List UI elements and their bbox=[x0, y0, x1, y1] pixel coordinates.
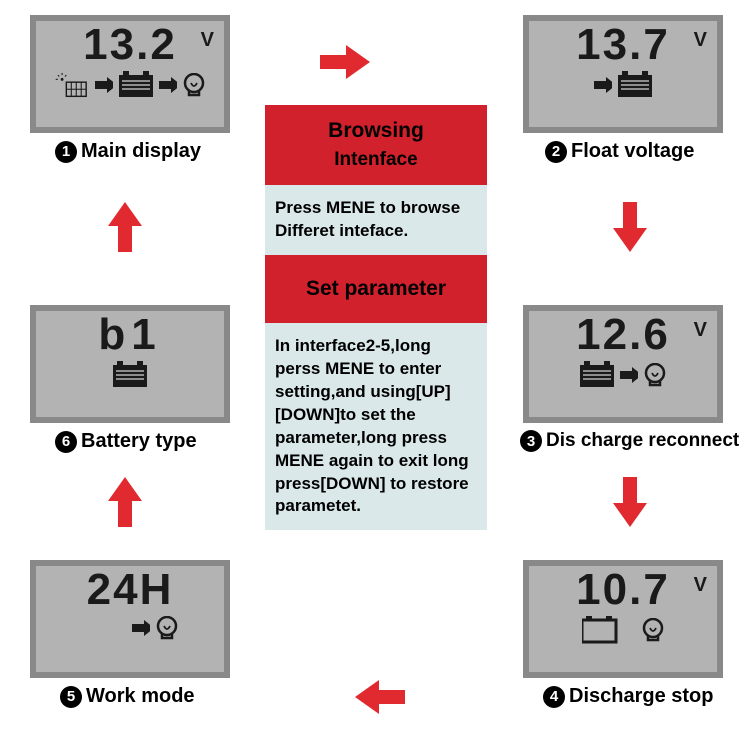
lcd-unit: V bbox=[694, 319, 707, 342]
bulb-icon bbox=[642, 618, 664, 642]
info-column: Browsing Intenface Press MENE to browse … bbox=[265, 105, 487, 530]
arrow-icon bbox=[159, 77, 177, 93]
arrow-icon bbox=[132, 620, 150, 636]
lcd-value: 10.7 bbox=[576, 568, 670, 612]
caption-text: Float voltage bbox=[571, 140, 694, 163]
bulb-icon bbox=[156, 616, 178, 640]
bulb-icon bbox=[644, 363, 666, 387]
num-badge: 5 bbox=[60, 686, 82, 708]
panel-work-mode: 24H bbox=[30, 560, 230, 678]
browsing-box: Browsing Intenface bbox=[265, 105, 487, 185]
flow-arrow-down-icon bbox=[613, 477, 647, 527]
caption-main-display: 1 Main display bbox=[55, 140, 201, 163]
caption-text: Main display bbox=[81, 140, 201, 163]
setparam-title: Set parameter bbox=[275, 277, 477, 301]
arrow-icon bbox=[620, 367, 638, 383]
num-badge: 6 bbox=[55, 431, 77, 453]
bulb-icon bbox=[183, 73, 205, 97]
set-hint: In interface2-5,long perss MENE to enter… bbox=[275, 336, 469, 516]
icon-row bbox=[55, 71, 205, 99]
lcd-unit: V bbox=[201, 29, 214, 52]
arrow-icon bbox=[594, 77, 612, 93]
panel-discharge-reconnect: 12.6 V bbox=[523, 305, 723, 423]
num-badge: 1 bbox=[55, 141, 77, 163]
solar-icon bbox=[55, 72, 89, 98]
lcd-value: 13.2 bbox=[83, 23, 177, 67]
battery-icon bbox=[119, 71, 153, 99]
panel-discharge-stop: 10.7 V bbox=[523, 560, 723, 678]
battery-icon bbox=[618, 71, 652, 99]
caption-float-voltage: 2 Float voltage bbox=[545, 140, 694, 163]
flow-arrow-up-icon bbox=[108, 202, 142, 252]
num-badge: 2 bbox=[545, 141, 567, 163]
icon-row bbox=[594, 71, 652, 99]
lcd-value: b1 bbox=[98, 313, 161, 357]
browsing-title: Browsing bbox=[275, 119, 477, 143]
num-badge: 4 bbox=[543, 686, 565, 708]
panel-battery-type: b1 bbox=[30, 305, 230, 423]
panel-main-display: 13.2 V bbox=[30, 15, 230, 133]
caption-text: Discharge stop bbox=[569, 685, 713, 708]
num-badge: 3 bbox=[520, 430, 542, 452]
battery-open-icon bbox=[582, 616, 618, 644]
set-hint-box: In interface2-5,long perss MENE to enter… bbox=[265, 323, 487, 531]
browsing-subtitle: Intenface bbox=[275, 149, 477, 171]
icon-row bbox=[582, 616, 664, 644]
caption-battery-type: 6 Battery type bbox=[55, 430, 197, 453]
caption-work-mode: 5 Work mode bbox=[60, 685, 195, 708]
panel-float-voltage: 13.7 V bbox=[523, 15, 723, 133]
lcd-value: 12.6 bbox=[576, 313, 670, 357]
icon-row bbox=[580, 361, 666, 389]
flow-arrow-right-icon bbox=[320, 45, 370, 79]
browse-hint-box: Press MENE to browse Differet inteface. bbox=[265, 185, 487, 255]
lcd-value: 24H bbox=[87, 568, 174, 612]
flow-arrow-down-icon bbox=[613, 202, 647, 252]
caption-discharge-stop: 4 Discharge stop bbox=[543, 685, 713, 708]
lcd-unit: V bbox=[694, 29, 707, 52]
caption-text: Battery type bbox=[81, 430, 197, 453]
lcd-unit: V bbox=[694, 574, 707, 597]
browse-hint: Press MENE to browse Differet inteface. bbox=[275, 198, 460, 240]
lcd-value: 13.7 bbox=[576, 23, 670, 67]
caption-text: Dis charge reconnect bbox=[546, 430, 739, 452]
arrow-icon bbox=[95, 77, 113, 93]
icon-row bbox=[113, 361, 147, 389]
flow-arrow-left-icon bbox=[355, 680, 405, 714]
flow-arrow-up-icon bbox=[108, 477, 142, 527]
caption-discharge-reconnect: 3 Dis charge reconnect bbox=[520, 430, 739, 452]
caption-text: Work mode bbox=[86, 685, 195, 708]
setparam-box: Set parameter bbox=[265, 255, 487, 323]
battery-icon bbox=[580, 361, 614, 389]
battery-icon bbox=[113, 361, 147, 389]
icon-row bbox=[132, 616, 178, 640]
